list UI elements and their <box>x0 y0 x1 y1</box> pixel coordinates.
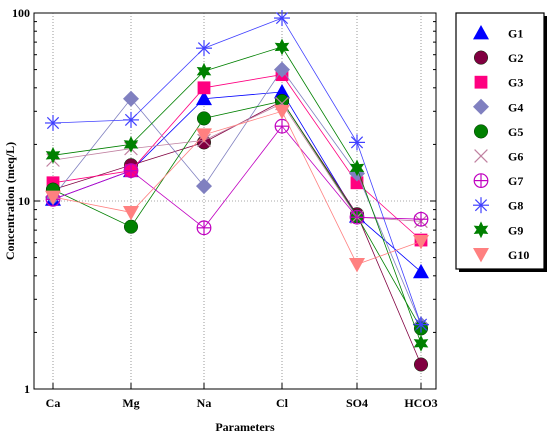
legend-label: G8 <box>508 199 523 213</box>
y-tick-label: 1 <box>24 382 30 396</box>
x-tick-label: Mg <box>122 396 139 410</box>
data-point <box>196 178 212 195</box>
data-point <box>413 334 429 352</box>
y-tick-label: 100 <box>12 6 30 20</box>
data-point <box>123 111 139 128</box>
legend-item-G4: G4 <box>473 98 523 115</box>
legend-marker <box>473 98 489 115</box>
data-point <box>350 176 364 190</box>
series-G9 <box>45 38 429 352</box>
series-line <box>52 110 422 265</box>
x-tick-label: SO4 <box>346 396 368 410</box>
legend-marker <box>473 50 489 65</box>
legend-label: G5 <box>508 125 523 139</box>
data-point <box>349 258 365 273</box>
legend-marker <box>473 221 489 239</box>
data-point <box>349 134 365 151</box>
data-point <box>196 90 212 106</box>
data-point <box>274 61 290 78</box>
legend-item-G8: G8 <box>473 197 523 214</box>
data-point <box>197 81 211 95</box>
series-G10 <box>45 104 429 273</box>
data-point <box>45 190 61 206</box>
series-line <box>52 91 422 273</box>
series-line <box>52 46 422 344</box>
series-line <box>52 17 422 325</box>
series-G2 <box>45 94 429 372</box>
legend-marker <box>473 25 489 40</box>
data-point <box>196 62 212 80</box>
legend-item-G2: G2 <box>473 50 523 65</box>
legend-item-G5: G5 <box>473 124 523 139</box>
data-point <box>349 159 365 177</box>
x-tick-label: Cl <box>276 396 289 410</box>
legend-label: G4 <box>508 100 523 114</box>
legend-label: G3 <box>508 76 523 90</box>
legend-marker <box>473 197 489 214</box>
legend-marker <box>474 75 488 89</box>
data-point <box>123 136 139 153</box>
legend-marker <box>473 173 489 189</box>
legend-marker <box>473 124 489 139</box>
series-G4 <box>45 61 429 333</box>
legend: G1 G2 G3 G4 G5 G6 G7 G8 G9 G10 <box>455 12 547 272</box>
y-tick-label: 10 <box>18 194 30 208</box>
data-point <box>413 211 429 227</box>
legend-marker <box>474 149 488 163</box>
data-point <box>413 263 429 279</box>
legend-item-G7: G7 <box>473 173 523 189</box>
legend-label: G1 <box>508 27 523 41</box>
series-G6 <box>46 96 428 229</box>
data-point <box>45 114 61 131</box>
data-point <box>196 128 212 143</box>
data-point <box>123 90 139 107</box>
data-point <box>274 84 290 99</box>
data-point <box>413 357 429 372</box>
data-point <box>123 163 139 179</box>
x-tick-label: Na <box>197 396 212 410</box>
legend-item-G1: G1 <box>473 25 523 41</box>
legend-label: G2 <box>508 51 523 65</box>
series-line <box>52 125 422 229</box>
data-point <box>123 205 139 221</box>
data-point <box>196 40 212 57</box>
series-line <box>52 100 422 365</box>
legend-box <box>455 12 545 270</box>
plot-area: 1 10 100 Ca Mg Na Cl SO4 HCO3 <box>12 6 438 410</box>
series-line <box>52 68 422 325</box>
legend-label: G9 <box>508 223 523 237</box>
x-tick-label: Ca <box>46 396 61 410</box>
series-G7 <box>45 118 429 236</box>
series-line <box>52 100 422 329</box>
legend-item-G9: G9 <box>473 221 523 239</box>
series-G5 <box>45 94 429 336</box>
legend-label: G10 <box>508 248 529 262</box>
x-tick-label: HCO3 <box>404 396 437 410</box>
data-point <box>45 146 61 164</box>
data-point <box>274 10 290 27</box>
y-axis-title: Concentration (meq/L) <box>3 142 17 260</box>
data-point <box>196 111 212 126</box>
data-point <box>274 118 290 134</box>
x-axis-title: Parameters <box>215 420 275 434</box>
legend-item-G3: G3 <box>474 75 523 90</box>
data-point <box>413 316 429 333</box>
data-point <box>196 220 212 236</box>
series-G3 <box>46 68 428 247</box>
legend-marker <box>473 248 489 263</box>
data-point <box>274 104 290 120</box>
data-point <box>413 234 429 250</box>
data-point <box>349 209 365 225</box>
legend-item-G10: G10 <box>473 248 529 263</box>
data-point <box>123 219 139 234</box>
legend-item-G6: G6 <box>474 149 523 164</box>
series-line <box>52 74 422 241</box>
legend-label: G7 <box>508 174 523 188</box>
series-G8 <box>45 10 429 333</box>
legend-label: G6 <box>508 150 523 164</box>
data-point <box>274 38 290 56</box>
